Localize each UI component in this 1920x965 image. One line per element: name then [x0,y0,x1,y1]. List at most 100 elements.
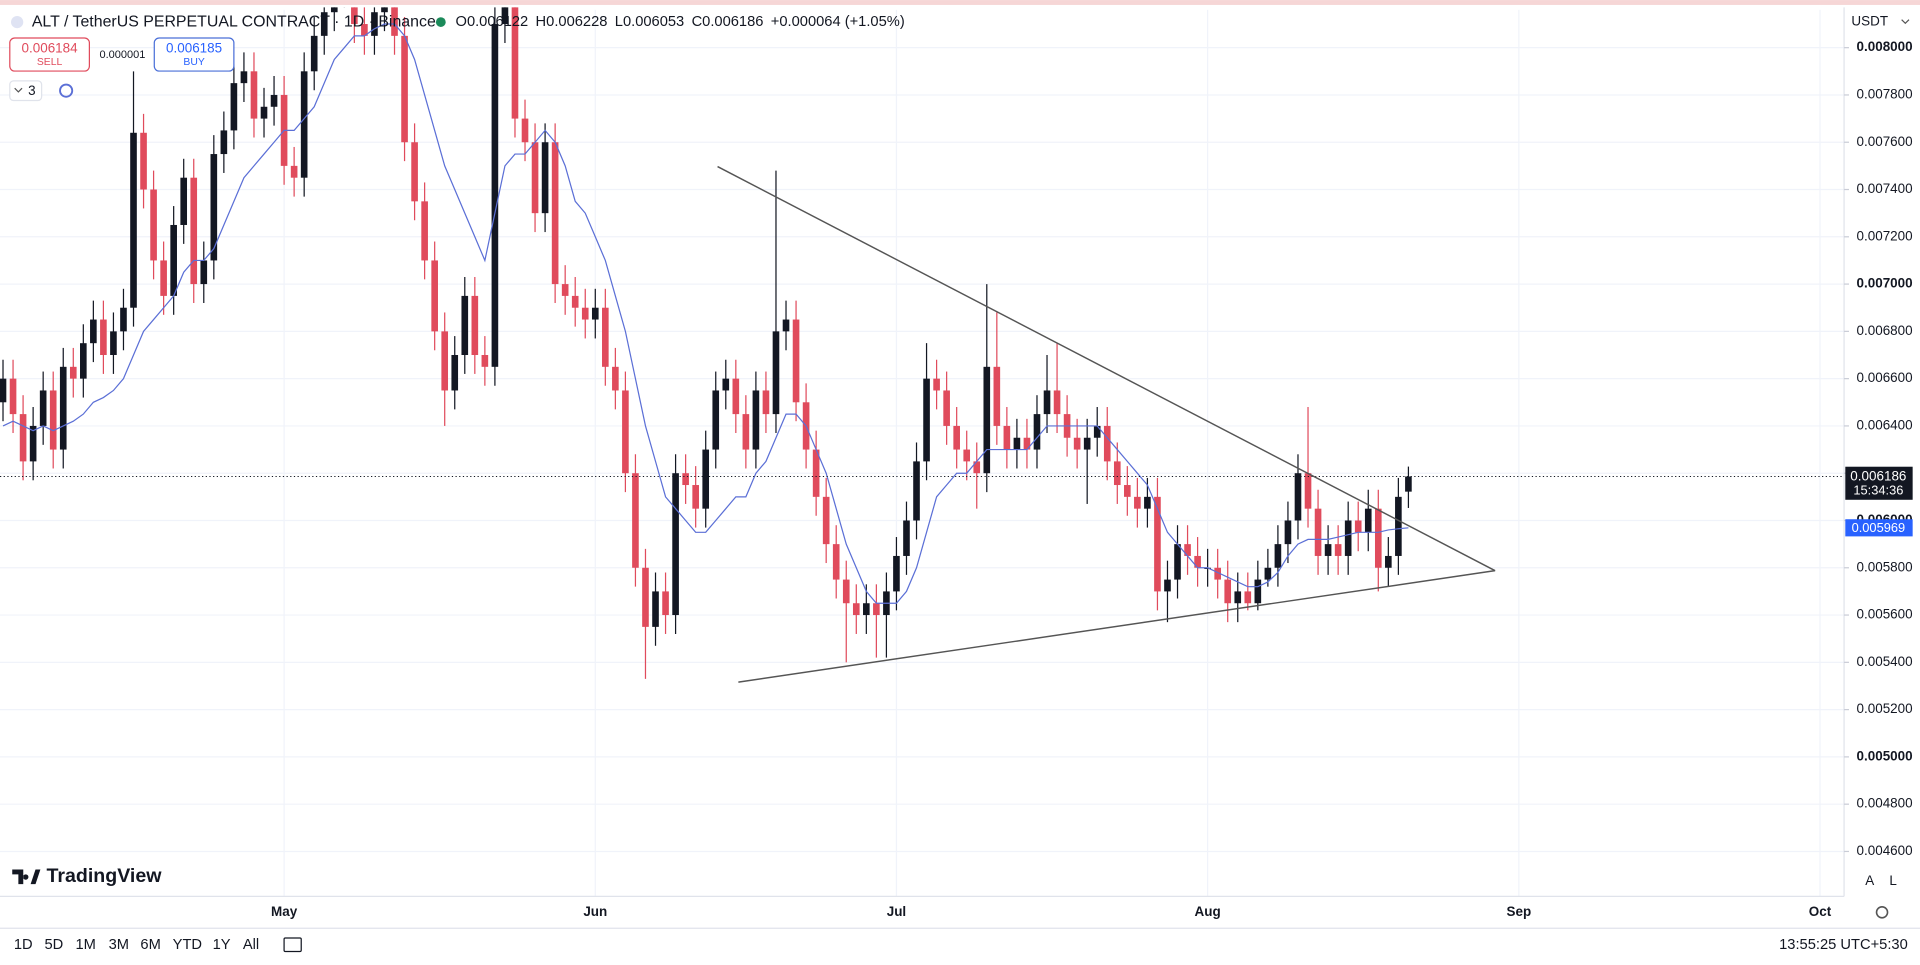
currency[interactable]: USDT [1851,14,1888,29]
candle-body [1134,496,1141,509]
range-button[interactable]: 1D [14,937,33,953]
legend-part: 0.006053 [623,14,684,30]
candle-body [1083,437,1091,450]
candle-body [501,7,509,25]
price-axis: 0.008000 0.007800 0.007600 0.007400 0.007200… [1844,39,1913,858]
candle-body [471,295,479,356]
candle-body [210,154,218,261]
candle-body [822,496,830,545]
auto-scale[interactable]: A [1865,873,1874,888]
candle-body [1194,555,1201,568]
range-button[interactable]: 1Y [213,937,231,953]
candle-body [1103,425,1111,462]
candle-body [371,12,378,36]
candle-body [1214,567,1221,580]
candle-body [571,295,579,308]
refresh-icon[interactable] [59,83,74,98]
candle-body [983,366,991,474]
y-tick-label: 0.005000 [1857,748,1913,763]
candle-body [561,284,569,296]
candle-body [310,35,318,72]
trendline-upper [717,165,1496,572]
y-tick-label: 0.006400 [1857,417,1913,432]
candle-body [953,425,960,450]
candle-body [1314,508,1322,556]
candle-body [411,142,418,202]
candle-body [511,7,519,119]
currency-caret [1901,19,1910,25]
symbol-icon [11,15,24,29]
sell-button[interactable] [9,37,90,72]
candle-body [1003,425,1011,450]
candle-body [39,390,47,426]
log-scale[interactable]: L [1889,873,1897,888]
range-button[interactable]: All [243,937,259,953]
symbol-title: ALT / TetherUS PERPETUAL CONTRACT · 1D ·… [32,13,436,30]
candle-body [652,591,659,627]
candle-body [1164,579,1171,592]
logo-text: TradingView [47,865,163,887]
buy-label: BUY [183,57,204,68]
range-button[interactable]: 1M [76,937,96,953]
drawings [717,165,1496,683]
ohlc-legend: O0.006122 H0.006228 L0.006053 C0.006186 +0.0… [456,14,905,30]
sell-label: SELL [37,57,63,68]
candle-body [240,71,248,84]
sell-price: 0.006184 [22,41,79,56]
candle-body [672,473,679,616]
legend-part: 0.006122 [467,14,528,30]
legend-part: H [536,14,547,30]
y-tick-label: 0.005600 [1857,607,1913,622]
candle-body [782,319,790,332]
candle-body [59,366,67,450]
candle-body [110,331,117,356]
candle-body [732,378,740,415]
candle-body [531,142,539,214]
candle-body [993,366,1001,426]
legend-part: O [456,14,467,30]
candle-body [762,390,770,415]
range-button[interactable]: 5D [44,937,63,953]
legend-part: 0.006228 [546,14,607,30]
buy-price: 0.006185 [166,41,222,56]
candle-body [170,224,177,296]
candle-body [69,366,77,379]
y-tick-label: 0.007200 [1857,228,1913,243]
grid [0,9,1845,897]
candle-body [260,106,268,119]
candle-body [541,142,549,214]
range-button[interactable]: 3M [109,937,129,953]
top-strip [0,0,1920,5]
candle-body [49,390,57,450]
indicators-toggle[interactable] [9,80,43,102]
candle-body [712,390,720,450]
x-tick-label: Jul [887,904,906,919]
candle-body [852,603,860,616]
candle-body [1264,567,1272,580]
range-button[interactable]: 6M [140,937,160,953]
candle-body [1043,390,1051,415]
y-tick-label: 0.007000 [1857,276,1913,291]
candle-body [612,366,619,391]
candle-body [401,35,408,143]
y-tick-label: 0.006600 [1857,370,1913,385]
candle-body [1023,437,1031,450]
buy-button[interactable] [153,37,235,72]
candle-body [1073,437,1081,450]
candle-body [1304,473,1312,509]
candle-body [1184,544,1191,556]
date-range-icon[interactable] [283,937,302,953]
candle-body [642,567,649,627]
candle-body [381,7,388,13]
x-tick-label: Sep [1506,904,1531,919]
candle-body [431,260,438,332]
candle-body [1354,520,1362,533]
settings-icon[interactable] [1875,905,1889,919]
range-button[interactable]: YTD [173,937,202,953]
candle-body [903,520,910,556]
candle-body [772,331,780,415]
candle-body [1224,579,1232,604]
candle-body [19,414,27,462]
candle-body [832,544,840,580]
